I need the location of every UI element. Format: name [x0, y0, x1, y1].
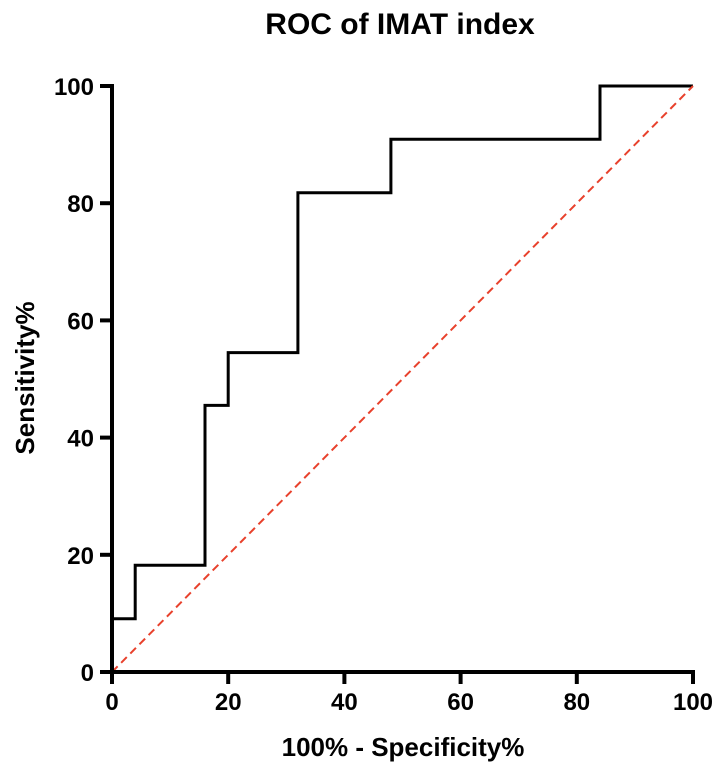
x-axis: 0 20 40 60 80 100: [105, 670, 713, 716]
x-tick-label: 0: [105, 689, 118, 716]
x-tick-label: 40: [331, 689, 358, 716]
y-axis: 0 20 40 60 80 100: [54, 74, 114, 687]
y-tick-label: 0: [81, 660, 94, 687]
y-tick-label: 40: [67, 426, 94, 453]
x-tick-label: 80: [563, 689, 590, 716]
y-axis-label: Sensitivity%: [10, 301, 40, 454]
x-tick-label: 100: [673, 689, 713, 716]
y-tick-label: 20: [67, 543, 94, 570]
chart-title: ROC of IMAT index: [265, 8, 535, 41]
y-tick-label: 100: [54, 74, 94, 101]
x-tick-label: 60: [447, 689, 474, 716]
plot-area: [110, 84, 694, 673]
y-tick-label: 80: [67, 191, 94, 218]
reference-diagonal-line: [111, 85, 694, 673]
roc-curve-line: [110, 84, 693, 672]
x-axis-label: 100% - Specificity%: [282, 732, 525, 762]
x-tick-label: 20: [215, 689, 242, 716]
y-tick-label: 60: [67, 308, 94, 335]
